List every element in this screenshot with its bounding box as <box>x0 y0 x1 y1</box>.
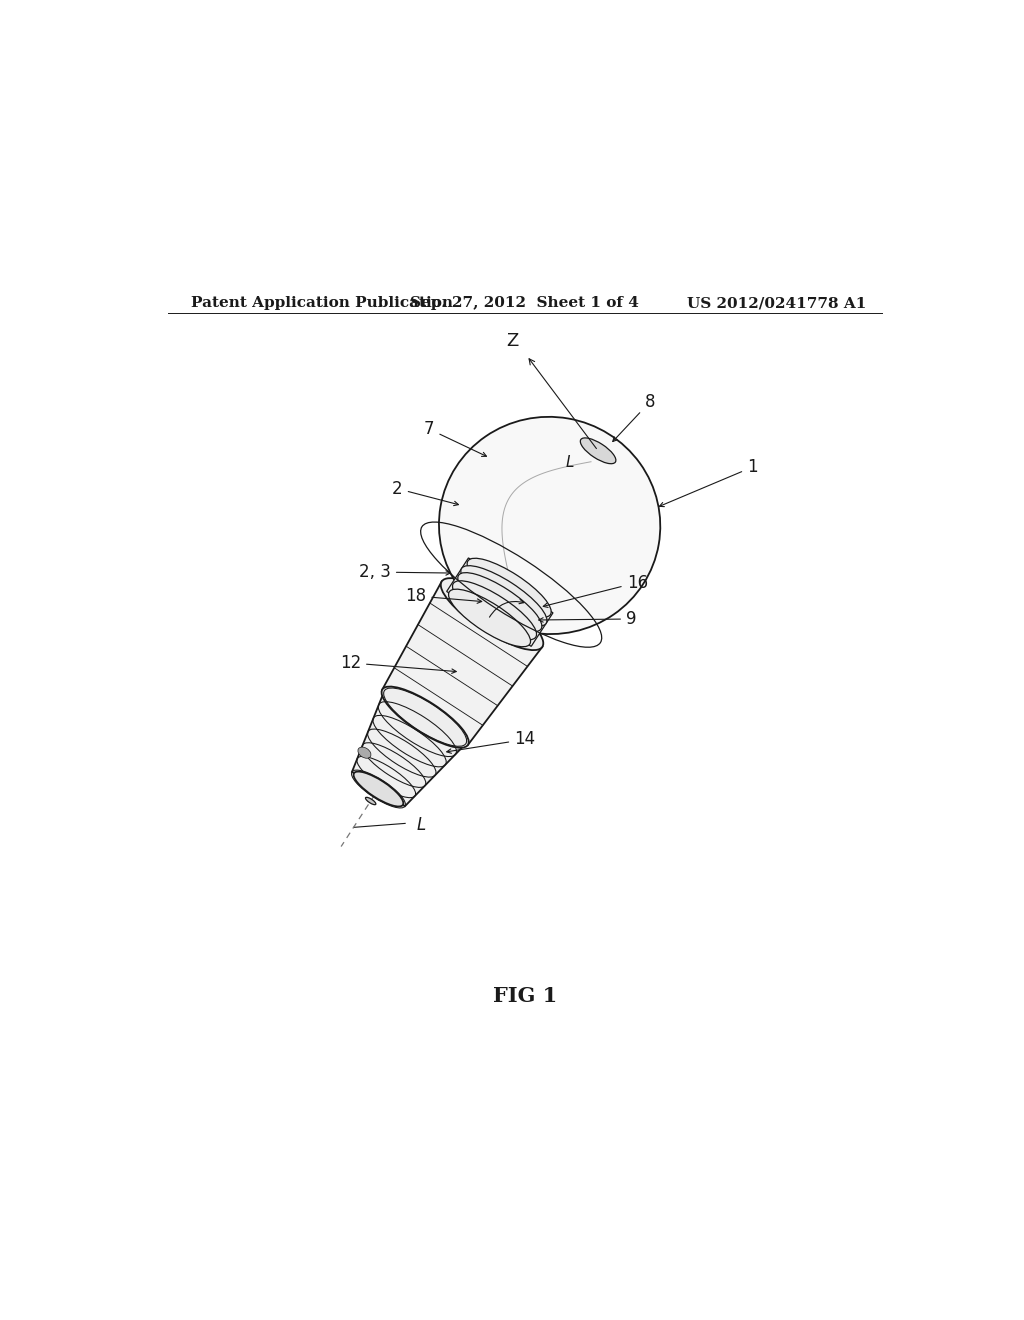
Polygon shape <box>446 558 553 647</box>
Ellipse shape <box>382 686 469 747</box>
Ellipse shape <box>440 578 544 651</box>
Text: US 2012/0241778 A1: US 2012/0241778 A1 <box>687 296 866 310</box>
Text: Sep. 27, 2012  Sheet 1 of 4: Sep. 27, 2012 Sheet 1 of 4 <box>411 296 639 310</box>
Text: 1: 1 <box>659 458 758 507</box>
Ellipse shape <box>358 747 371 758</box>
Ellipse shape <box>458 573 542 632</box>
Polygon shape <box>352 690 466 807</box>
Text: 14: 14 <box>446 730 536 754</box>
Text: 8: 8 <box>612 393 655 441</box>
Text: 18: 18 <box>406 587 481 605</box>
Text: 2: 2 <box>392 479 459 506</box>
Text: 16: 16 <box>544 573 648 607</box>
Text: L: L <box>417 816 426 834</box>
Polygon shape <box>382 581 543 744</box>
Text: FIG 1: FIG 1 <box>493 986 557 1006</box>
Ellipse shape <box>453 581 537 640</box>
Text: 2, 3: 2, 3 <box>359 564 451 581</box>
Ellipse shape <box>581 438 615 463</box>
Text: 7: 7 <box>424 420 486 457</box>
Ellipse shape <box>366 797 376 805</box>
Ellipse shape <box>353 772 403 807</box>
Ellipse shape <box>439 417 660 634</box>
Text: 9: 9 <box>539 610 637 628</box>
Text: L: L <box>566 455 574 470</box>
Text: Patent Application Publication: Patent Application Publication <box>191 296 454 310</box>
Text: 12: 12 <box>340 653 457 673</box>
Ellipse shape <box>461 566 547 626</box>
Ellipse shape <box>449 589 530 647</box>
Text: Z: Z <box>506 333 518 350</box>
Ellipse shape <box>467 558 551 618</box>
